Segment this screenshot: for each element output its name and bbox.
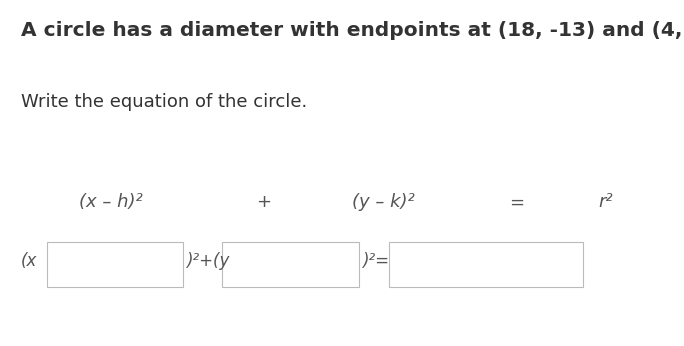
Text: )²+(y: )²+(y	[186, 252, 229, 270]
FancyBboxPatch shape	[222, 242, 359, 287]
Text: A circle has a diameter with endpoints at (18, -13) and (4, -3).: A circle has a diameter with endpoints a…	[21, 21, 684, 40]
Text: )²=: )²=	[362, 252, 389, 270]
Text: Write the equation of the circle.: Write the equation of the circle.	[21, 93, 306, 111]
Text: r²: r²	[598, 193, 613, 211]
Text: =: =	[510, 193, 525, 211]
FancyBboxPatch shape	[47, 242, 183, 287]
FancyBboxPatch shape	[389, 242, 583, 287]
Text: +: +	[256, 193, 272, 211]
Text: (x: (x	[21, 252, 37, 270]
Text: (x – h)²: (x – h)²	[79, 193, 142, 211]
Text: (y – k)²: (y – k)²	[352, 193, 415, 211]
